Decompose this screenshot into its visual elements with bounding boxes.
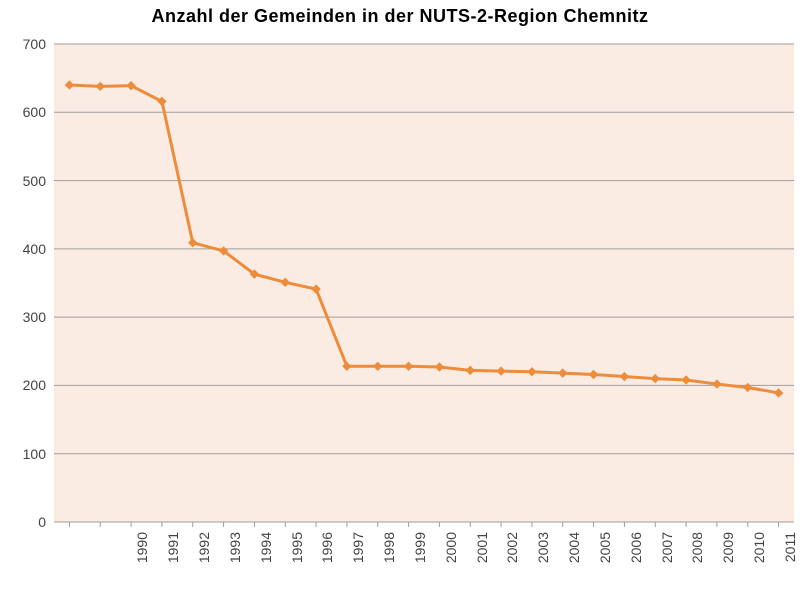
data-marker <box>312 285 320 293</box>
data-marker <box>682 376 690 384</box>
x-axis-label: 1995 <box>289 532 305 592</box>
x-axis-label: 2000 <box>443 532 459 592</box>
data-marker <box>405 362 413 370</box>
y-axis-label: 100 <box>0 446 46 462</box>
x-axis-label: 1999 <box>412 532 428 592</box>
series-line <box>69 85 778 393</box>
y-axis-label: 600 <box>0 104 46 120</box>
x-axis-label: 1992 <box>196 532 212 592</box>
y-axis-label: 200 <box>0 377 46 393</box>
data-marker <box>343 362 351 370</box>
data-marker <box>189 239 197 247</box>
y-axis-label: 500 <box>0 173 46 189</box>
data-marker <box>651 375 659 383</box>
x-axis-label: 1996 <box>319 532 335 592</box>
x-axis-label: 1994 <box>258 532 274 592</box>
y-axis-label: 0 <box>0 514 46 530</box>
y-axis-label: 400 <box>0 241 46 257</box>
plot-svg <box>0 0 800 600</box>
data-marker <box>744 383 752 391</box>
x-axis-label: 2001 <box>474 532 490 592</box>
x-axis-label: 2006 <box>628 532 644 592</box>
x-axis-label: 1998 <box>381 532 397 592</box>
x-axis-label: 1993 <box>227 532 243 592</box>
data-marker <box>466 366 474 374</box>
x-axis-label: 2002 <box>504 532 520 592</box>
data-marker <box>713 380 721 388</box>
x-axis-label: 2010 <box>751 532 767 592</box>
data-marker <box>497 367 505 375</box>
x-axis-label: 1991 <box>165 532 181 592</box>
data-marker <box>435 363 443 371</box>
data-marker <box>559 369 567 377</box>
y-axis-label: 700 <box>0 36 46 52</box>
x-axis-label: 2005 <box>597 532 613 592</box>
data-marker <box>620 373 628 381</box>
x-axis-label: 1997 <box>350 532 366 592</box>
y-axis-label: 300 <box>0 309 46 325</box>
data-marker <box>775 389 783 397</box>
x-axis-label: 2004 <box>566 532 582 592</box>
x-axis-label: 1990 <box>134 532 150 592</box>
x-axis-label: 2003 <box>535 532 551 592</box>
x-axis-label: 2011 <box>782 532 798 592</box>
x-axis-label: 2008 <box>689 532 705 592</box>
data-marker <box>96 82 104 90</box>
chart-container: Anzahl der Gemeinden in der NUTS-2-Regio… <box>0 0 800 600</box>
x-axis-label: 2009 <box>720 532 736 592</box>
data-marker <box>281 278 289 286</box>
x-axis-label: 2007 <box>659 532 675 592</box>
data-marker <box>65 81 73 89</box>
data-marker <box>590 371 598 379</box>
data-marker <box>528 368 536 376</box>
data-marker <box>374 362 382 370</box>
